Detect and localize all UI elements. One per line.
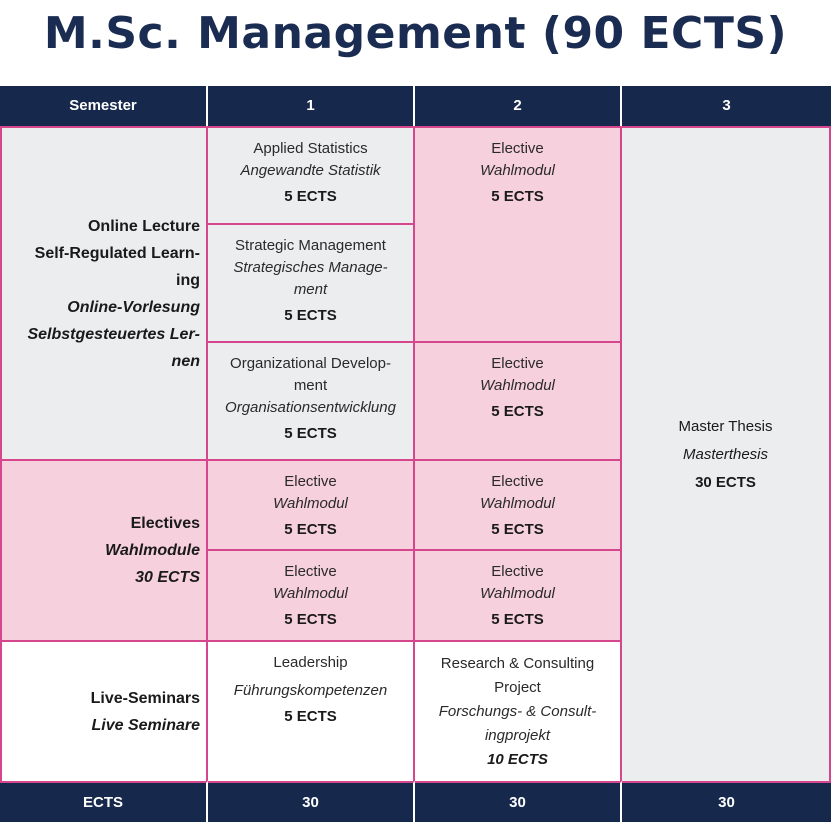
module-ects: 5 ECTS <box>284 611 337 628</box>
module-title: Master Thesis <box>678 417 773 435</box>
module-title-de: Angewandte Statistik <box>240 162 381 179</box>
module-ects: 5 ECTS <box>284 188 337 205</box>
header-semester: Semester <box>0 86 208 126</box>
module-title: Applied Statistics <box>253 140 368 157</box>
module-title: Elective <box>491 563 544 580</box>
module-strategic-management: Strategic Management Strategisches Manag… <box>208 223 415 341</box>
module-title-de: Wahlmodul <box>480 377 555 394</box>
module-title: Elective <box>491 355 544 372</box>
module-elective-s2-c: Elective Wahlmodul 5 ECTS <box>415 459 622 549</box>
module-ects: 5 ECTS <box>284 307 337 324</box>
page-title: M.Sc. Management (90 ECTS) <box>43 8 788 59</box>
footer-ects-s2: 30 <box>415 781 622 822</box>
module-title: Leadership <box>273 654 348 671</box>
module-ects: 5 ECTS <box>491 403 544 420</box>
module-title: Elective <box>491 140 544 157</box>
self-regulated-label-1: Self-Regulated Learn- <box>34 244 200 262</box>
module-elective-s2-a: Elective Wahlmodul 5 ECTS <box>415 126 622 341</box>
module-title: Elective <box>284 563 337 580</box>
header-semester-2: 2 <box>415 86 622 126</box>
self-regulated-label-2: ing <box>176 271 200 289</box>
module-ects: 5 ECTS <box>491 188 544 205</box>
module-title: Elective <box>284 473 337 490</box>
module-title-de: Wahlmodul <box>480 162 555 179</box>
module-title-de: Wahlmodul <box>273 585 348 602</box>
module-title-2: ment <box>293 377 328 394</box>
module-ects: 5 ECTS <box>284 521 337 538</box>
header-semester-3: 3 <box>622 86 831 126</box>
module-organizational-development: Organizational Develop- ment Organisatio… <box>208 341 415 459</box>
module-title-1: Research & Consulting <box>440 655 595 672</box>
module-title: Strategic Management <box>235 237 386 254</box>
module-leadership: Leadership Führungskompetenzen 5 ECTS <box>208 640 415 781</box>
live-seminars-label: Live-Seminars <box>90 689 200 707</box>
module-title-de: Führungskompetenzen <box>233 682 388 699</box>
online-vorlesung-label: Online-Vorlesung <box>67 298 200 316</box>
module-ects: 5 ECTS <box>491 521 544 538</box>
module-title-1: Organizational Develop- <box>230 355 391 372</box>
row-label-online: Online Lecture Self-Regulated Learn- ing… <box>0 126 208 459</box>
module-elective-s2-b: Elective Wahlmodul 5 ECTS <box>415 341 622 459</box>
module-master-thesis: Master Thesis Masterthesis 30 ECTS <box>622 126 831 781</box>
row-label-electives: Electives Wahlmodule 30 ECTS <box>0 459 208 640</box>
module-research-consulting: Research & Consulting Project Forschungs… <box>415 640 622 781</box>
wahlmodule-label: Wahlmodule <box>105 542 200 559</box>
online-lecture-label: Online Lecture <box>87 217 200 235</box>
electives-ects-label: 30 ECTS <box>135 569 200 586</box>
selbstgesteuert-label-1: Selbstgesteuertes Ler- <box>27 325 200 343</box>
footer-ects-label: ECTS <box>0 781 208 822</box>
curriculum-table: Semester 1 2 3 Online Lecture Self-Regul… <box>0 86 831 822</box>
module-title: Elective <box>491 473 544 490</box>
row-label-live: Live-Seminars Live Seminare <box>0 640 208 781</box>
module-title-de: Wahlmodul <box>273 495 348 512</box>
module-elective-s1-a: Elective Wahlmodul 5 ECTS <box>208 459 415 549</box>
module-ects: 5 ECTS <box>284 425 337 442</box>
module-ects: 5 ECTS <box>284 708 337 725</box>
module-title-de-2: ment <box>293 281 328 298</box>
module-title-de: Wahlmodul <box>480 585 555 602</box>
module-elective-s2-d: Elective Wahlmodul 5 ECTS <box>415 549 622 640</box>
module-applied-statistics: Applied Statistics Angewandte Statistik … <box>208 126 415 223</box>
module-title-de-2: ingprojekt <box>484 727 551 744</box>
footer-ects-s1: 30 <box>208 781 415 822</box>
module-title-2: Project <box>494 679 541 696</box>
header-semester-1: 1 <box>208 86 415 126</box>
live-seminare-label: Live Seminare <box>91 716 201 734</box>
module-ects: 10 ECTS <box>487 751 548 768</box>
module-title-de-1: Forschungs- & Consult- <box>438 703 597 720</box>
electives-label: Electives <box>130 515 200 532</box>
module-title-de: Organisationsentwicklung <box>225 399 396 416</box>
module-title-de: Wahlmodul <box>480 495 555 512</box>
module-ects: 5 ECTS <box>491 611 544 628</box>
module-elective-s1-b: Elective Wahlmodul 5 ECTS <box>208 549 415 640</box>
footer-ects-s3: 30 <box>622 781 831 822</box>
module-ects: 30 ECTS <box>695 473 756 491</box>
module-title-de-1: Strategisches Manage- <box>233 259 388 276</box>
module-title-de: Masterthesis <box>682 445 769 463</box>
selbstgesteuert-label-2: nen <box>171 352 200 370</box>
